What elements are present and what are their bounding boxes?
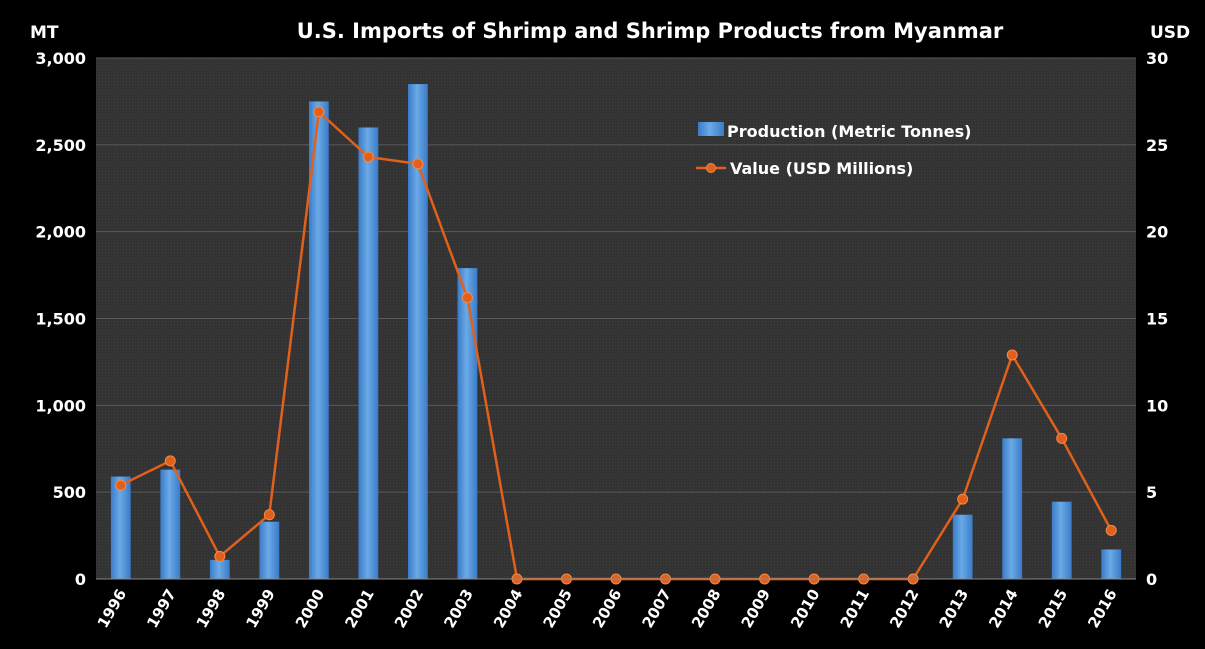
x-tick-label: 2001 bbox=[341, 586, 377, 631]
y-right-tick-label: 5 bbox=[1146, 483, 1157, 502]
value-point bbox=[957, 493, 969, 505]
right-axis-unit: USD bbox=[1150, 23, 1190, 43]
bar bbox=[1002, 438, 1023, 579]
y-left-tick-label: 500 bbox=[53, 483, 86, 502]
y-left-tick-label: 2,500 bbox=[35, 136, 86, 155]
x-tick-label: 2013 bbox=[936, 586, 972, 631]
bar bbox=[209, 559, 230, 579]
y-right-tick-label: 30 bbox=[1146, 49, 1168, 68]
x-tick-label: 2007 bbox=[639, 586, 675, 631]
bar bbox=[1051, 501, 1072, 579]
x-tick-label: 2004 bbox=[490, 586, 526, 631]
bar bbox=[308, 101, 329, 580]
x-tick-label: 1998 bbox=[193, 586, 229, 631]
bar bbox=[952, 514, 973, 579]
bar bbox=[259, 521, 280, 579]
y-right-tick-label: 10 bbox=[1146, 396, 1168, 415]
x-tick-label: 2010 bbox=[787, 586, 823, 631]
value-point bbox=[164, 455, 176, 467]
x-tick-label: 2003 bbox=[440, 586, 476, 631]
legend-swatch-value-marker bbox=[706, 163, 716, 173]
legend: Production (Metric Tonnes) Value (USD Mi… bbox=[696, 122, 971, 178]
bar bbox=[408, 84, 428, 580]
chart-title: U.S. Imports of Shrimp and Shrimp Produc… bbox=[297, 19, 1004, 43]
value-point bbox=[1105, 524, 1117, 536]
value-point bbox=[1056, 432, 1068, 444]
y-left-tick-label: 2,000 bbox=[35, 223, 86, 242]
x-tick-label: 2005 bbox=[539, 586, 575, 631]
x-tick-label: 2002 bbox=[391, 586, 427, 631]
bar bbox=[1101, 549, 1122, 579]
y-right-tick-label: 15 bbox=[1146, 310, 1168, 329]
legend-swatch-production bbox=[698, 122, 724, 136]
x-tick-label: 2015 bbox=[1035, 586, 1071, 631]
left-axis-unit: MT bbox=[30, 23, 59, 43]
x-tick-label: 1996 bbox=[94, 586, 130, 631]
bar bbox=[160, 469, 181, 579]
x-tick-label: 2016 bbox=[1084, 586, 1120, 631]
y-left-tick-label: 1,500 bbox=[35, 310, 86, 329]
value-point bbox=[313, 106, 325, 118]
value-point bbox=[115, 479, 127, 491]
value-point bbox=[214, 550, 226, 562]
x-tick-label: 2014 bbox=[985, 586, 1021, 631]
value-point bbox=[461, 292, 473, 304]
bar bbox=[457, 268, 478, 579]
y-right-tick-label: 0 bbox=[1146, 570, 1157, 589]
bar bbox=[110, 476, 131, 579]
value-point bbox=[362, 151, 374, 163]
x-tick-label: 1997 bbox=[143, 586, 179, 631]
value-point bbox=[1006, 349, 1018, 361]
x-tick-label: 2011 bbox=[837, 586, 873, 631]
y-right-tick-label: 20 bbox=[1146, 223, 1168, 242]
x-tick-label: 2012 bbox=[886, 586, 922, 631]
y-right-tick-label: 25 bbox=[1146, 136, 1168, 155]
y-left-tick-label: 3,000 bbox=[35, 49, 86, 68]
x-tick-label: 2009 bbox=[738, 586, 774, 631]
y-left-tick-label: 1,000 bbox=[35, 396, 86, 415]
x-tick-label: 2008 bbox=[688, 586, 724, 631]
legend-label-value: Value (USD Millions) bbox=[730, 159, 913, 178]
bar bbox=[358, 127, 379, 579]
value-point bbox=[412, 158, 424, 170]
y-left-tick-label: 0 bbox=[75, 570, 86, 589]
x-tick-label: 2000 bbox=[292, 586, 328, 631]
x-tick-label: 2006 bbox=[589, 586, 625, 631]
value-point bbox=[263, 509, 275, 521]
production-bars bbox=[110, 84, 1122, 580]
x-tick-label: 1999 bbox=[242, 586, 278, 631]
legend-label-production: Production (Metric Tonnes) bbox=[727, 122, 971, 141]
